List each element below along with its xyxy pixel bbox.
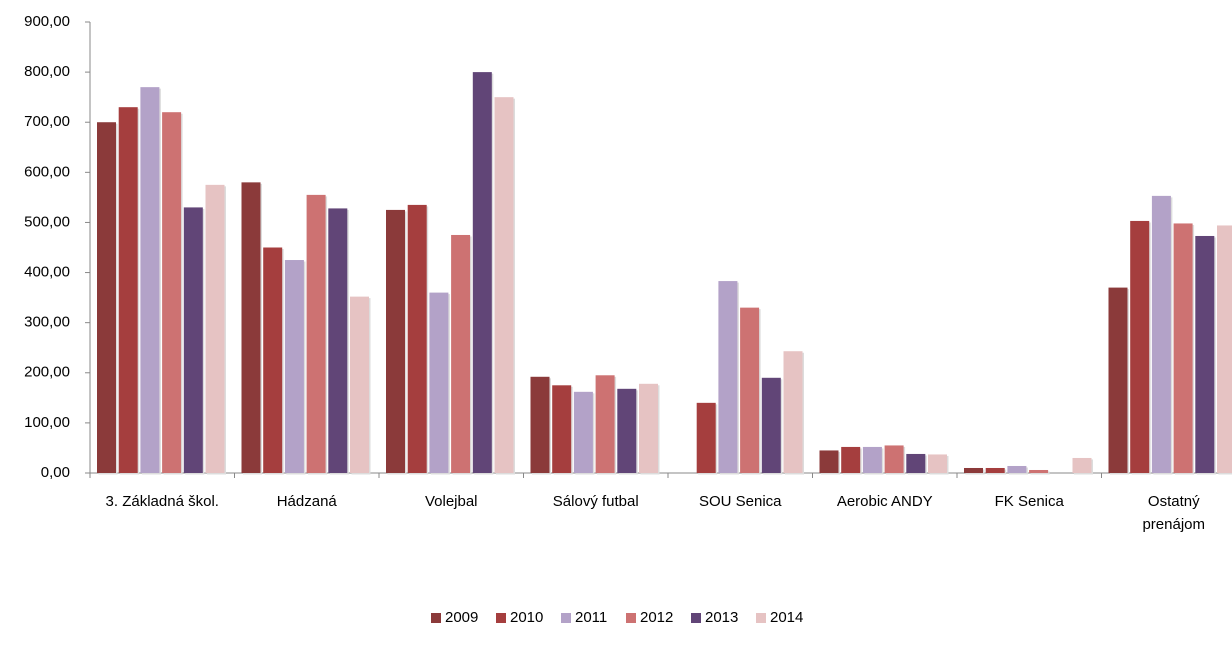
bar [841, 446, 861, 473]
bar [429, 292, 449, 473]
y-tick-label: 0,00 [41, 464, 70, 481]
legend-label: 2013 [705, 609, 738, 626]
bar [1173, 223, 1193, 473]
bar [761, 377, 781, 473]
y-tick-label: 600,00 [24, 163, 70, 180]
bar [617, 388, 637, 473]
y-tick-label: 800,00 [24, 63, 70, 80]
x-tick-label: Aerobic ANDY [836, 493, 933, 510]
bar [386, 209, 405, 473]
bar [783, 351, 803, 473]
bar [573, 391, 593, 473]
x-tick-label: Ostatný prenájom [1142, 493, 1206, 533]
bar [1072, 457, 1092, 473]
bar [1130, 220, 1150, 473]
bar [306, 194, 326, 473]
bar [407, 204, 427, 473]
bar [140, 87, 160, 474]
bar [906, 453, 926, 473]
bar [1029, 469, 1049, 473]
bar [241, 182, 261, 473]
x-tick-label: Hádzaná [276, 493, 337, 510]
legend-swatch [756, 613, 766, 623]
y-tick-label: 200,00 [24, 364, 70, 381]
legend-label: 2011 [575, 609, 607, 626]
y-tick-label: 500,00 [24, 213, 70, 230]
y-tick-label: 400,00 [24, 264, 70, 281]
bar [740, 307, 760, 473]
bar [205, 184, 225, 473]
bar [284, 260, 304, 473]
y-tick-label: 900,00 [24, 13, 70, 30]
legend-swatch [496, 613, 506, 623]
bar [1195, 235, 1215, 473]
bar [1217, 225, 1232, 473]
bar [183, 207, 203, 473]
x-tick-label: SOU Senica [698, 493, 782, 510]
bar [118, 107, 138, 473]
y-tick-label: 300,00 [24, 314, 70, 331]
bar [350, 296, 369, 473]
bar [328, 208, 348, 473]
legend-label: 2014 [770, 609, 803, 626]
bar [964, 467, 983, 473]
bar [530, 376, 550, 473]
bar [985, 467, 1005, 473]
bar [97, 122, 116, 473]
bar [862, 446, 882, 473]
bar [162, 112, 182, 473]
x-tick-label: Volejbal [424, 493, 478, 510]
legend-swatch [561, 613, 571, 623]
x-tick-label: 3. Základná škol. [105, 493, 219, 510]
bar [472, 72, 492, 473]
bar [639, 383, 658, 473]
x-tick-label: FK Senica [994, 493, 1064, 510]
bar [451, 234, 471, 473]
bar [1007, 465, 1027, 473]
bar [595, 375, 615, 473]
bar [1108, 287, 1128, 473]
bar [718, 281, 738, 473]
legend-label: 2012 [640, 609, 673, 626]
bar [928, 454, 947, 473]
bar [696, 402, 716, 473]
legend-swatch [626, 613, 636, 623]
bar [494, 97, 514, 474]
bar [552, 385, 572, 473]
bar [819, 450, 839, 473]
bar [1151, 195, 1171, 473]
legend-swatch [691, 613, 701, 623]
x-tick-label: Sálový futbal [552, 493, 639, 510]
legend-label: 2009 [445, 609, 478, 626]
y-tick-label: 700,00 [24, 113, 70, 130]
legend-swatch [431, 613, 441, 623]
y-tick-label: 100,00 [24, 414, 70, 431]
bar [263, 247, 283, 473]
legend-label: 2010 [510, 609, 543, 626]
bar [884, 445, 904, 473]
